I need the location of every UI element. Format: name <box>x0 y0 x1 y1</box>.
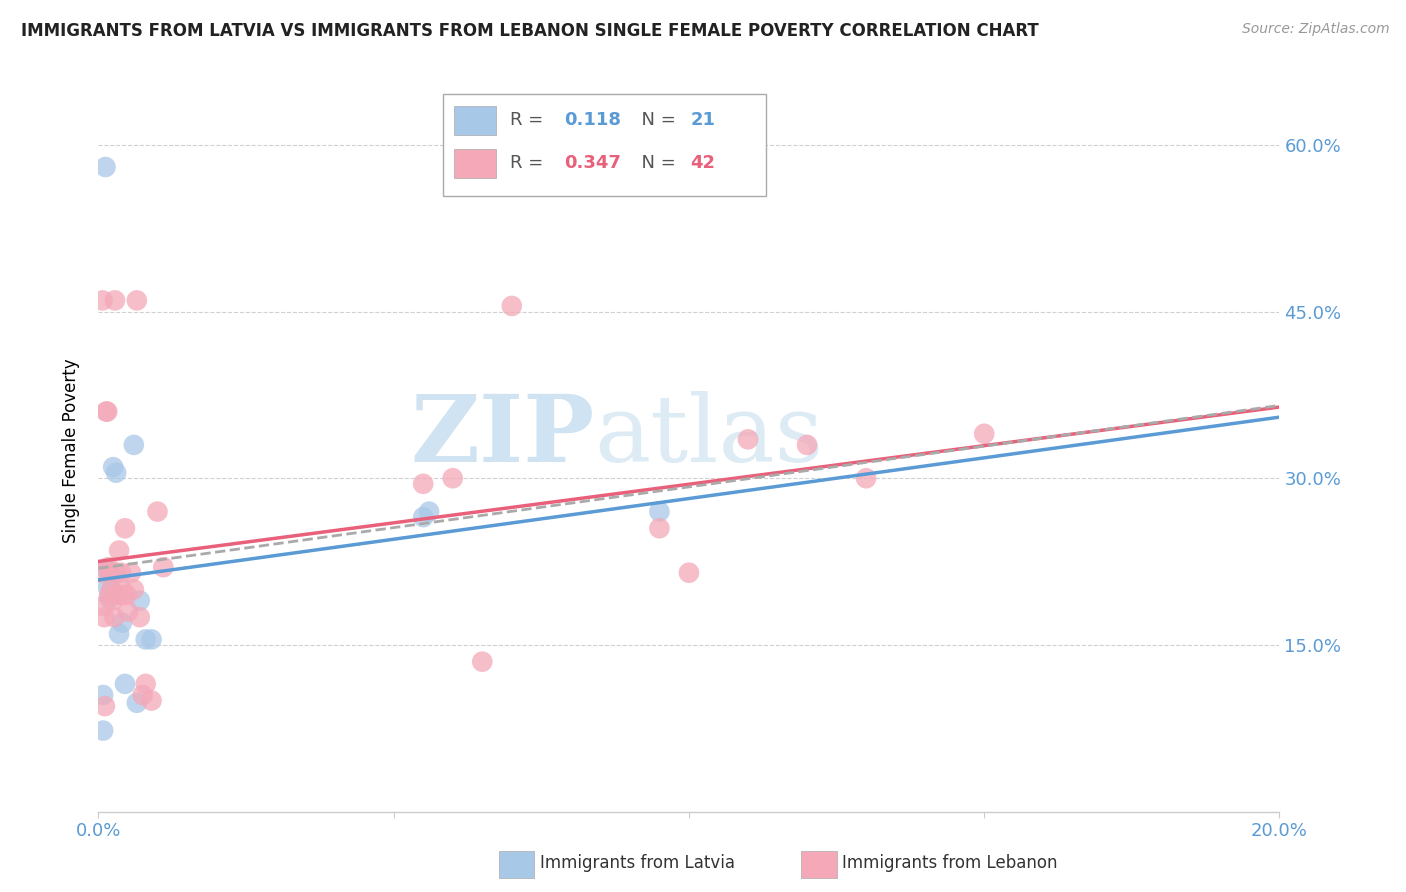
Point <box>90 566 112 580</box>
Point <box>141 632 163 647</box>
Point <box>112 588 135 602</box>
Point <box>91 688 114 702</box>
Text: R =: R = <box>510 154 550 172</box>
Point <box>94 404 117 418</box>
Point <box>103 610 125 624</box>
Point <box>128 610 150 624</box>
Point <box>94 699 117 714</box>
Point <box>128 593 150 607</box>
Point <box>111 615 134 630</box>
Point <box>114 521 136 535</box>
Text: atlas: atlas <box>595 391 824 481</box>
Point <box>93 610 115 624</box>
Point <box>418 505 440 519</box>
Point <box>135 677 157 691</box>
Point <box>98 591 121 606</box>
Point <box>100 582 122 597</box>
Text: IMMIGRANTS FROM LATVIA VS IMMIGRANTS FROM LEBANON SINGLE FEMALE POVERTY CORRELAT: IMMIGRANTS FROM LATVIA VS IMMIGRANTS FRO… <box>21 22 1039 40</box>
Point <box>117 605 139 619</box>
Text: Immigrants from Lebanon: Immigrants from Lebanon <box>842 855 1057 872</box>
Point <box>91 723 114 738</box>
Point <box>125 696 148 710</box>
Point <box>973 426 995 441</box>
Point <box>122 438 145 452</box>
Point <box>135 632 157 647</box>
Point <box>115 588 138 602</box>
Point <box>91 599 114 613</box>
Point <box>98 566 121 580</box>
Text: R =: R = <box>510 112 550 129</box>
Text: ZIP: ZIP <box>411 391 595 481</box>
Text: Immigrants from Latvia: Immigrants from Latvia <box>540 855 735 872</box>
Y-axis label: Single Female Poverty: Single Female Poverty <box>62 359 80 542</box>
Point <box>103 593 125 607</box>
Text: N =: N = <box>630 112 682 129</box>
Point <box>98 588 121 602</box>
Point <box>141 693 163 707</box>
Point <box>678 566 700 580</box>
Point <box>94 160 117 174</box>
Point <box>96 562 118 576</box>
Point <box>412 510 434 524</box>
Point <box>648 521 671 535</box>
Text: N =: N = <box>630 154 682 172</box>
Point <box>97 560 120 574</box>
Point <box>122 582 145 597</box>
Point <box>108 627 131 641</box>
Point <box>97 580 120 594</box>
Text: Source: ZipAtlas.com: Source: ZipAtlas.com <box>1241 22 1389 37</box>
Point <box>100 582 122 597</box>
Point <box>120 566 142 580</box>
Point <box>114 677 136 691</box>
Point <box>855 471 877 485</box>
Text: 0.118: 0.118 <box>564 112 621 129</box>
Point <box>96 404 118 418</box>
Text: 42: 42 <box>690 154 716 172</box>
Point <box>132 688 155 702</box>
Point <box>648 505 671 519</box>
Point <box>796 438 818 452</box>
Point <box>98 566 121 580</box>
Point <box>471 655 494 669</box>
Point <box>105 466 128 480</box>
Point <box>110 566 132 580</box>
Text: 0.347: 0.347 <box>564 154 620 172</box>
Point <box>103 460 125 475</box>
Point <box>146 505 169 519</box>
Point <box>441 471 464 485</box>
Point <box>111 582 134 597</box>
Text: 21: 21 <box>690 112 716 129</box>
Point <box>125 293 148 308</box>
Point <box>412 476 434 491</box>
Point <box>105 566 128 580</box>
Point <box>108 543 131 558</box>
Point <box>737 433 759 447</box>
Point <box>104 293 127 308</box>
Point <box>501 299 523 313</box>
Point <box>91 293 114 308</box>
Point <box>105 588 128 602</box>
Point <box>152 560 174 574</box>
